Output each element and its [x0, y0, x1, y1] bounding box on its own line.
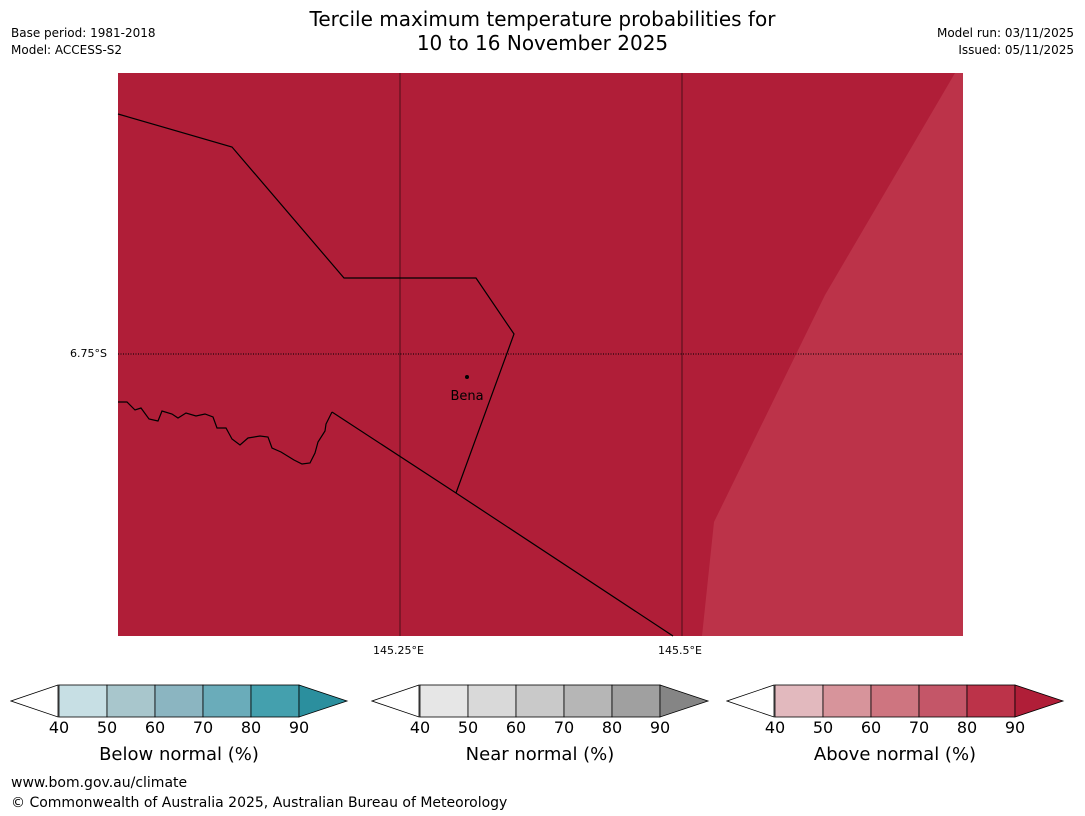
- below-normal-label: Below normal (%): [99, 744, 259, 765]
- meta-right: Model run: 03/11/2025 Issued: 05/11/2025: [937, 25, 1074, 59]
- above-tick-60: 60: [860, 718, 882, 737]
- below-swatch-2: [106, 684, 156, 718]
- below-extend-high: [298, 684, 349, 718]
- model-run: Model run: 03/11/2025: [936, 26, 1074, 40]
- below-tick-60: 60: [144, 718, 166, 737]
- title-line-1: Tercile maximum temperature probabilitie…: [309, 7, 776, 31]
- page-title: Tercile maximum temperature probabilitie…: [0, 7, 1085, 55]
- lon-label-1: 145.25°E: [373, 644, 424, 657]
- near-swatch-5: [611, 684, 661, 718]
- model-name: Model: ACCESS-S2: [11, 43, 123, 57]
- below-tick-90: 90: [288, 718, 310, 737]
- lon-label-2: 145.5°E: [658, 644, 702, 657]
- title-line-2: 10 to 16 November 2025: [416, 31, 669, 55]
- below-tick-70: 70: [192, 718, 214, 737]
- below-tick-40: 40: [48, 718, 70, 737]
- near-tick-70: 70: [553, 718, 575, 737]
- below-extend-low: [10, 684, 59, 718]
- near-tick-60: 60: [505, 718, 527, 737]
- above-extend-low: [726, 684, 775, 718]
- near-extend-low: [371, 684, 420, 718]
- near-tick-40: 40: [409, 718, 431, 737]
- footer-copyright: © Commonwealth of Australia 2025, Austra…: [11, 795, 508, 811]
- above-tick-70: 70: [908, 718, 930, 737]
- meta-left: Base period: 1981-2018 Model: ACCESS-S2: [11, 25, 156, 59]
- near-swatch-1: [419, 684, 469, 718]
- probability-zone-lighter: [702, 73, 963, 636]
- river-coastline: [118, 401, 333, 465]
- above-tick-90: 90: [1004, 718, 1026, 737]
- near-tick-90: 90: [649, 718, 671, 737]
- province-boundary: [117, 113, 515, 494]
- town-marker-icon: [465, 375, 469, 379]
- footer-website[interactable]: www.bom.gov.au/climate: [11, 775, 188, 791]
- near-tick-50: 50: [457, 718, 479, 737]
- above-swatch-3: [870, 684, 920, 718]
- above-tick-80: 80: [956, 718, 978, 737]
- town-label: Bena: [450, 389, 483, 404]
- above-extend-high: [1014, 684, 1065, 718]
- below-tick-80: 80: [240, 718, 262, 737]
- colorbar-above: [726, 684, 1065, 718]
- above-tick-50: 50: [812, 718, 834, 737]
- above-swatch-5: [966, 684, 1016, 718]
- near-swatch-4: [563, 684, 613, 718]
- above-swatch-4: [918, 684, 968, 718]
- above-tick-40: 40: [764, 718, 786, 737]
- above-swatch-1: [774, 684, 824, 718]
- near-tick-80: 80: [601, 718, 623, 737]
- below-swatch-4: [202, 684, 252, 718]
- near-normal-label: Near normal (%): [465, 744, 615, 765]
- above-swatch-2: [822, 684, 872, 718]
- above-normal-label: Above normal (%): [813, 744, 977, 765]
- below-swatch-5: [250, 684, 300, 718]
- near-swatch-2: [467, 684, 517, 718]
- below-swatch-3: [154, 684, 204, 718]
- district-boundary: [331, 411, 674, 637]
- near-extend-high: [659, 684, 710, 718]
- colorbar-near: [371, 684, 710, 718]
- lat-label: 6.75°S: [70, 347, 107, 360]
- near-swatch-3: [515, 684, 565, 718]
- issued-date: Issued: 05/11/2025: [958, 43, 1074, 57]
- base-period: Base period: 1981-2018: [11, 26, 156, 40]
- below-tick-50: 50: [96, 718, 118, 737]
- below-swatch-1: [58, 684, 108, 718]
- colorbar-below: [10, 684, 349, 718]
